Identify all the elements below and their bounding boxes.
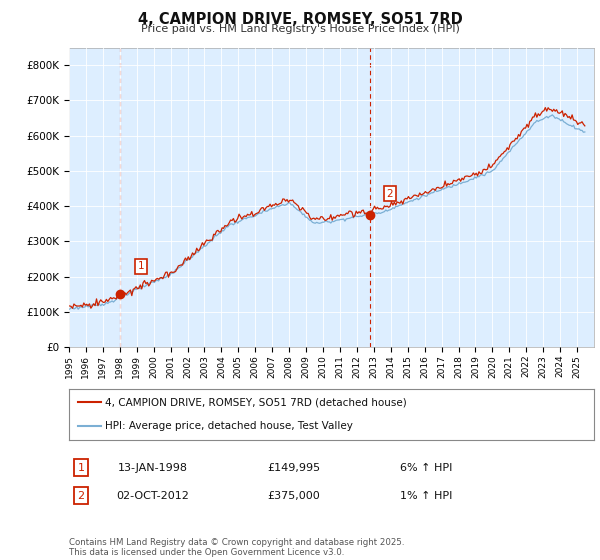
Text: £375,000: £375,000 [268, 491, 320, 501]
Text: HPI: Average price, detached house, Test Valley: HPI: Average price, detached house, Test… [105, 422, 353, 432]
Text: 1: 1 [137, 261, 144, 271]
Text: 1% ↑ HPI: 1% ↑ HPI [400, 491, 452, 501]
Text: 4, CAMPION DRIVE, ROMSEY, SO51 7RD: 4, CAMPION DRIVE, ROMSEY, SO51 7RD [137, 12, 463, 27]
Text: 1: 1 [77, 463, 85, 473]
Text: £149,995: £149,995 [268, 463, 320, 473]
Text: 13-JAN-1998: 13-JAN-1998 [118, 463, 188, 473]
Text: Price paid vs. HM Land Registry's House Price Index (HPI): Price paid vs. HM Land Registry's House … [140, 24, 460, 34]
Text: 2: 2 [77, 491, 85, 501]
Text: 02-OCT-2012: 02-OCT-2012 [116, 491, 190, 501]
Text: 2: 2 [386, 189, 393, 199]
Text: Contains HM Land Registry data © Crown copyright and database right 2025.
This d: Contains HM Land Registry data © Crown c… [69, 538, 404, 557]
Text: 4, CAMPION DRIVE, ROMSEY, SO51 7RD (detached house): 4, CAMPION DRIVE, ROMSEY, SO51 7RD (deta… [105, 397, 406, 407]
Text: 6% ↑ HPI: 6% ↑ HPI [400, 463, 452, 473]
